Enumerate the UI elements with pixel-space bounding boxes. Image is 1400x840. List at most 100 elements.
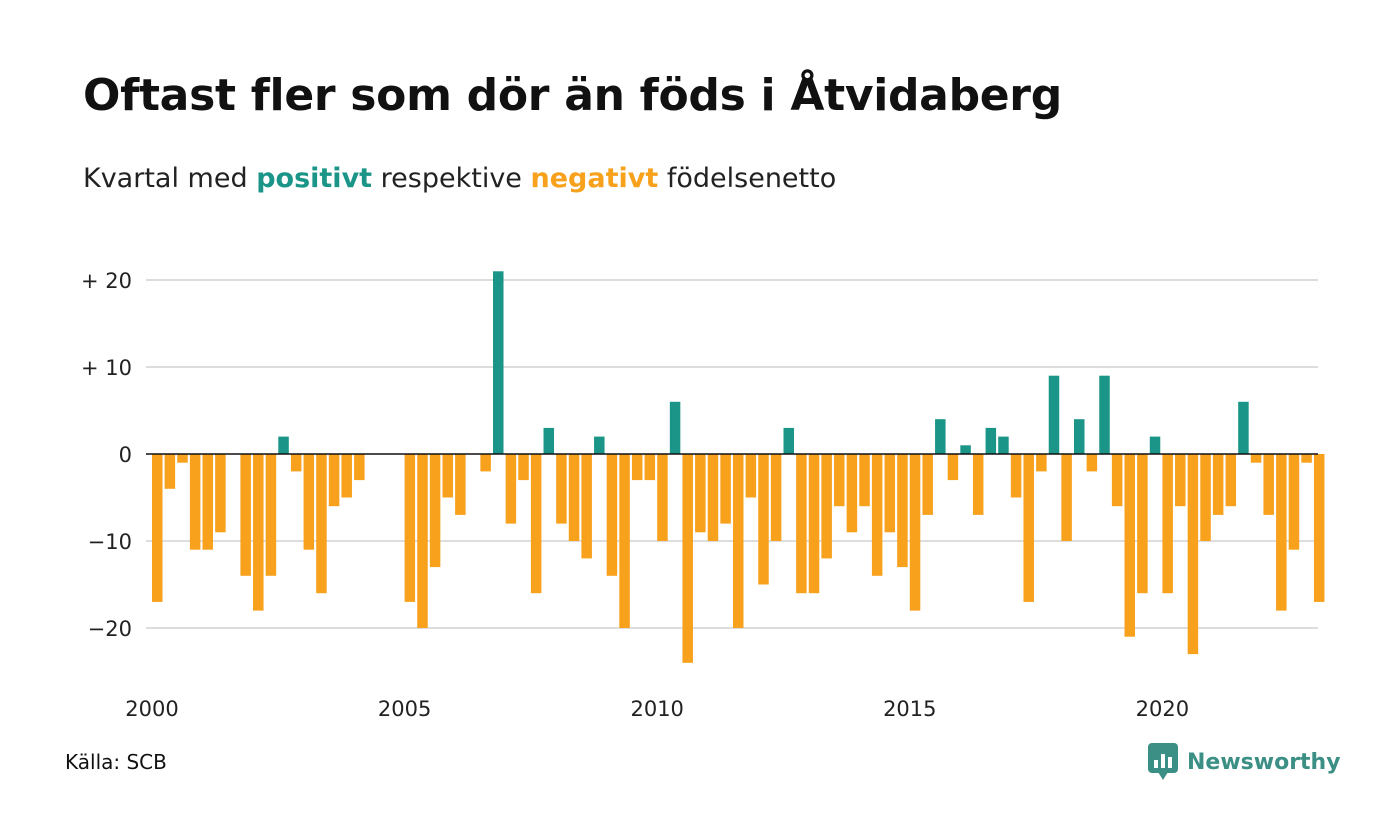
chart-title: Oftast fler som dör än föds i Åtvidaberg	[83, 70, 1062, 121]
bar-q68	[998, 436, 1009, 454]
bar-q50	[770, 454, 782, 541]
bar-q62	[922, 454, 933, 515]
bar-q93	[1313, 454, 1325, 602]
bar-q22	[417, 454, 428, 628]
bar-q16	[341, 454, 352, 498]
bar-q55	[834, 454, 845, 507]
bar-q63	[935, 419, 946, 454]
bar-q39	[631, 454, 643, 481]
bar-q42	[669, 401, 681, 454]
bar-q46	[720, 454, 731, 524]
bar-q28	[493, 271, 504, 454]
bar-q35	[581, 454, 592, 559]
bar-q32	[543, 427, 555, 454]
bar-q30	[518, 454, 529, 481]
bar-q49	[758, 454, 769, 585]
subtitle-text-1: Kvartal med	[83, 163, 248, 194]
bar-q11	[278, 436, 289, 454]
bar-q79	[1137, 454, 1148, 594]
bar-q66	[972, 454, 984, 515]
bar-q31	[530, 454, 542, 594]
bars	[152, 271, 1325, 663]
bar-q77	[1111, 454, 1123, 507]
y-tick-label: + 20	[81, 269, 132, 293]
bar-q78	[1124, 454, 1136, 637]
bar-q86	[1225, 454, 1237, 507]
subtitle-text-3: födelsenetto	[666, 163, 837, 194]
bar-q85	[1212, 454, 1224, 515]
bar-q14	[316, 454, 327, 594]
bar-q41	[657, 454, 668, 541]
bar-q52	[796, 454, 807, 594]
bar-q69	[1010, 454, 1022, 498]
bar-q12	[290, 454, 302, 472]
grid-lines	[146, 279, 1318, 629]
bar-q47	[732, 454, 744, 628]
bar-q91	[1288, 454, 1300, 550]
brand-logo: Newsworthy	[1148, 742, 1341, 782]
bar-q34	[568, 454, 580, 541]
bar-q83	[1187, 454, 1199, 655]
bar-q53	[808, 454, 820, 594]
bar-q36	[594, 436, 605, 454]
y-tick-label: 0	[119, 443, 132, 467]
logo-bar-3	[1168, 757, 1172, 768]
bar-q56	[846, 454, 858, 533]
bar-q72	[1048, 375, 1060, 454]
bar-q64	[947, 454, 959, 481]
bar-q61	[909, 454, 921, 611]
bar-q82	[1175, 454, 1186, 507]
bar-q24	[442, 454, 453, 498]
bar-q80	[1149, 436, 1161, 454]
bar-q90	[1276, 454, 1287, 611]
subtitle-positive-label: positivt	[256, 163, 373, 194]
logo-tail	[1158, 772, 1168, 780]
bar-q58	[871, 454, 883, 576]
bar-q59	[884, 454, 896, 533]
x-tick-label: 2015	[883, 697, 936, 721]
bar-q21	[404, 454, 416, 602]
logo-bar-2	[1161, 754, 1165, 768]
axes: + 20 + 10 0 −10 −20 2000 2005 2010 2015 2020	[81, 269, 1318, 721]
bar-q40	[644, 454, 656, 481]
bar-q71	[1036, 454, 1047, 472]
bar-q84	[1200, 454, 1211, 541]
logo-bar-1	[1154, 760, 1158, 768]
bar-q76	[1099, 375, 1110, 454]
bar-q6	[215, 454, 226, 533]
bar-q51	[783, 427, 794, 454]
bar-q73	[1061, 454, 1072, 541]
subtitle-negative-label: negativt	[530, 163, 659, 194]
y-tick-label: −10	[88, 530, 132, 554]
bar-q9	[253, 454, 264, 611]
x-tick-label: 2020	[1136, 697, 1189, 721]
bar-q2	[164, 454, 176, 489]
bar-q29	[505, 454, 517, 524]
y-tick-label: + 10	[81, 356, 132, 380]
bar-q15	[328, 454, 340, 507]
source-note: Källa: SCB	[65, 750, 167, 774]
bar-q57	[859, 454, 870, 507]
bar-q81	[1162, 454, 1173, 594]
x-tick-label: 2000	[125, 697, 178, 721]
bar-q10	[265, 454, 277, 576]
bar-q75	[1086, 454, 1098, 472]
bar-q4	[189, 454, 201, 550]
bar-q13	[303, 454, 315, 550]
x-tick-label: 2005	[378, 697, 431, 721]
bar-q3	[177, 454, 188, 463]
bar-q5	[202, 454, 214, 550]
bar-q48	[745, 454, 757, 498]
bar-q37	[606, 454, 618, 576]
bar-q65	[960, 445, 971, 454]
bar-q88	[1250, 454, 1262, 463]
bar-q17	[354, 454, 365, 481]
bar-q1	[152, 454, 163, 602]
bar-q74	[1073, 419, 1085, 454]
bar-q92	[1301, 454, 1312, 463]
bar-q87	[1238, 401, 1249, 454]
bar-q8	[240, 454, 251, 576]
chart-subtitle: Kvartal med positivt respektive negativt…	[83, 163, 836, 194]
bar-q67	[985, 427, 997, 454]
